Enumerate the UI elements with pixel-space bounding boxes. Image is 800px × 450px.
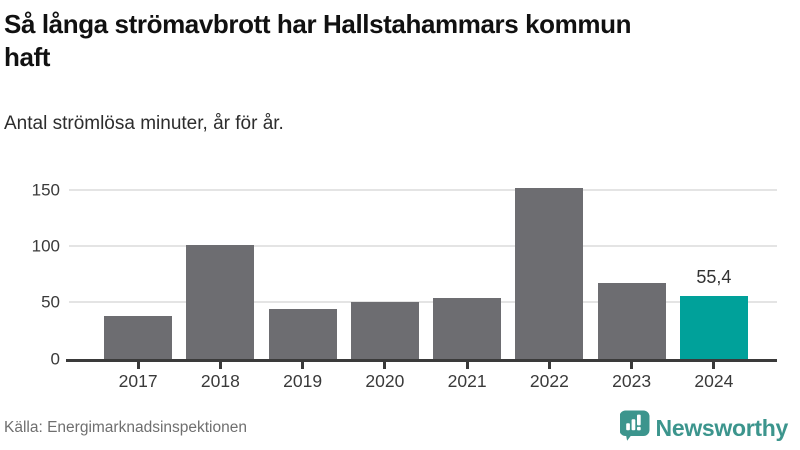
x-band: 2018: [179, 359, 261, 392]
bars: 55,4: [69, 179, 777, 359]
x-tick-label: 2021: [447, 370, 487, 391]
x-tick-label: 2017: [118, 370, 158, 391]
bar-band: [591, 179, 673, 359]
x-tick-label: 2018: [200, 370, 240, 391]
bar-band: [97, 179, 179, 359]
y-axis: 0 50 100 150: [4, 179, 69, 367]
bar-chart: 0 50 100 150 55,4: [4, 179, 777, 367]
y-tick-label: 50: [41, 292, 60, 312]
x-tick: [630, 361, 634, 369]
x-tick-label: 2020: [365, 370, 405, 391]
x-axis-line: [66, 358, 777, 362]
x-band: 2021: [426, 359, 508, 392]
bar-band: [508, 179, 590, 359]
bar-2022: [515, 188, 584, 359]
source-label: Källa: Energimarknadsinspektionen: [4, 419, 247, 436]
bar-band: [179, 179, 261, 359]
x-band: 2019: [262, 359, 344, 392]
newsworthy-wordmark: Newsworthy: [655, 414, 789, 441]
x-band: 2024: [673, 359, 755, 392]
gridline-150: [69, 188, 777, 191]
bar-band: 55,4: [673, 179, 755, 359]
bar-2017: [104, 315, 173, 359]
page-title-line-2: haft: [4, 42, 51, 73]
x-tick: [136, 361, 140, 369]
x-tick-label: 2019: [283, 370, 323, 391]
y-tick-label: 150: [31, 180, 60, 200]
y-tick-label: 100: [31, 236, 60, 256]
bar-2018: [186, 244, 255, 359]
x-band: 2017: [97, 359, 179, 392]
highlight-value-label: 55,4: [696, 267, 732, 288]
gridline-100: [69, 245, 777, 248]
x-band: 2023: [591, 359, 673, 392]
x-tick-label: 2023: [612, 370, 652, 391]
x-tick: [465, 361, 469, 369]
x-tick: [218, 361, 222, 369]
x-axis: 2017 2018 2019 2020 2021 2022 2023 2024: [69, 359, 777, 392]
bar-2021: [433, 297, 502, 359]
page-title-line-1: Så långa strömavbrott har Hallstahammars…: [4, 9, 632, 39]
bar-2019: [268, 308, 337, 359]
plot-area: 55,4: [66, 179, 777, 362]
x-tick: [712, 361, 716, 369]
x-tick: [547, 361, 551, 369]
page-title: Så långa strömavbrott har Hallstahammars…: [4, 8, 777, 75]
bar-band: [344, 179, 426, 359]
chart-subtitle: Antal strömlösa minuter, år för år.: [4, 112, 284, 134]
x-band: 2020: [344, 359, 426, 392]
gridline-50: [69, 301, 777, 304]
bar-band: [262, 179, 344, 359]
bar-2023: [597, 282, 666, 359]
x-tick: [383, 361, 387, 369]
bar-2024: [679, 296, 748, 359]
bar-2020: [350, 301, 419, 359]
newsworthy-logo: Newsworthy: [619, 410, 789, 446]
x-tick-label: 2022: [529, 370, 569, 391]
bar-band: [426, 179, 508, 359]
x-tick-label: 2024: [694, 370, 734, 391]
footer: Källa: Energimarknadsinspektionen Newswo…: [4, 410, 788, 446]
x-band: 2022: [508, 359, 590, 392]
x-tick: [301, 361, 305, 369]
newsworthy-icon: [619, 410, 650, 446]
y-tick-label: 0: [50, 349, 60, 369]
